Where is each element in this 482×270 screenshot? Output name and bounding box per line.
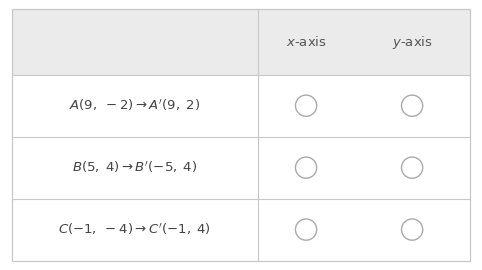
Text: $\mathit{A}(9,\;-2)\rightarrow \mathit{A}'(9,\;2)$: $\mathit{A}(9,\;-2)\rightarrow \mathit{A… bbox=[69, 98, 201, 113]
Text: $\mathit{x}$-axis: $\mathit{x}$-axis bbox=[286, 35, 326, 49]
Text: $\mathit{C}(-1,\;-4)\rightarrow \mathit{C}'(-1,\;4)$: $\mathit{C}(-1,\;-4)\rightarrow \mathit{… bbox=[58, 222, 212, 237]
Text: $\mathit{B}(5,\;4)\rightarrow \mathit{B}'(-5,\;4)$: $\mathit{B}(5,\;4)\rightarrow \mathit{B}… bbox=[72, 160, 198, 176]
Text: $\mathit{y}$-axis: $\mathit{y}$-axis bbox=[392, 33, 432, 50]
